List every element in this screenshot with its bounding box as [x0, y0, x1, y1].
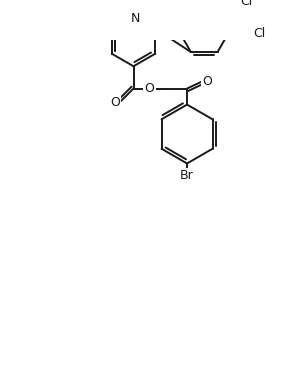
Text: O: O	[110, 96, 120, 109]
Text: Cl: Cl	[253, 27, 266, 40]
Text: Cl: Cl	[240, 0, 252, 7]
Text: Br: Br	[180, 169, 194, 183]
Text: O: O	[145, 82, 154, 95]
Text: O: O	[203, 75, 213, 88]
Text: N: N	[131, 12, 140, 25]
